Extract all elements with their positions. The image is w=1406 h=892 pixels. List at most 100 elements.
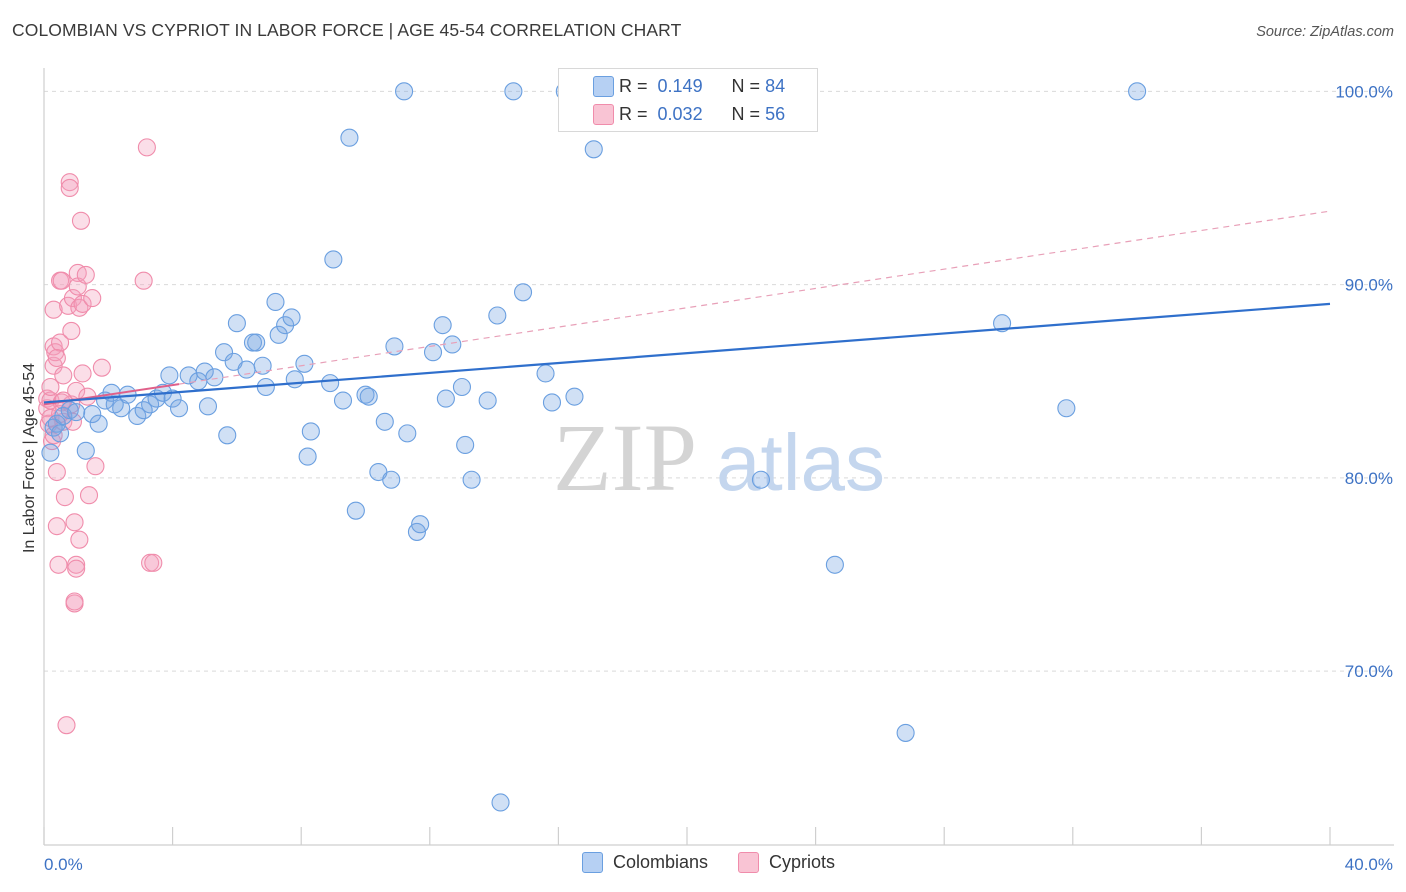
cypriots-point	[70, 530, 89, 549]
colombians-point	[1057, 399, 1076, 418]
cypriots-point	[65, 513, 84, 532]
colombians-point	[198, 397, 218, 416]
colombians-point	[205, 368, 224, 387]
cypriots-point	[60, 178, 79, 197]
colombians-point	[513, 283, 533, 302]
colombians-point	[452, 377, 472, 397]
y-tick-label: 90.0%	[1345, 276, 1393, 295]
cypriots-point	[44, 300, 63, 319]
colombians-point	[411, 515, 430, 534]
gridlines	[44, 90, 1394, 672]
colombians-point	[218, 426, 237, 445]
colombians-point	[269, 325, 288, 344]
legend-row-colombians: R = 0.149 N = 84	[593, 73, 786, 99]
legend-row-cypriots: R = 0.032 N = 56	[593, 101, 785, 127]
colombians-point	[160, 366, 179, 385]
legend-n-label: N =	[731, 75, 761, 96]
axes	[43, 68, 1394, 846]
colombians-point	[584, 140, 603, 159]
cypriots-point	[47, 517, 66, 536]
colombians-point	[41, 443, 60, 462]
colombians-point	[163, 389, 182, 408]
colombians-point	[105, 395, 124, 414]
cypriots-point	[47, 462, 66, 482]
colombians-point	[227, 314, 246, 333]
cypriots-point	[79, 486, 99, 505]
cypriots-point	[57, 716, 76, 735]
y-tick-label: 100.0%	[1335, 82, 1393, 101]
colombians-point	[301, 422, 320, 441]
cypriots-point	[137, 138, 156, 157]
cypriots-point	[83, 289, 102, 308]
chart-title: COLOMBIAN VS CYPRIOT IN LABOR FORCE | AG…	[12, 20, 682, 40]
bottom-legend: Colombians Cypriots	[582, 852, 865, 873]
colombians-point	[169, 399, 189, 418]
x-tick-label: 0.0%	[44, 855, 83, 874]
cypriots-point	[51, 333, 70, 352]
colombians-point	[321, 374, 340, 393]
cypriots-point	[67, 559, 86, 578]
legend-n-label: N =	[731, 103, 761, 124]
colombians-point	[266, 292, 285, 312]
bottom-legend-colombians: Colombians	[582, 852, 708, 873]
colombians-point	[436, 389, 455, 408]
legend-r-label: R =	[619, 103, 648, 124]
source-label: Source: ZipAtlas.com	[1256, 24, 1394, 40]
colombians-point	[565, 387, 584, 406]
colombians-point	[488, 306, 507, 325]
cypriots-point	[76, 265, 95, 284]
colombians-point	[395, 82, 414, 101]
colombians-swatch	[593, 76, 614, 97]
colombians-point	[346, 501, 365, 520]
legend-r-label: R =	[619, 75, 648, 96]
colombians-point	[333, 391, 353, 410]
cypriots-point	[47, 348, 66, 368]
legend-r-value: 0.149	[657, 75, 703, 96]
legend-r-value: 0.032	[657, 103, 703, 124]
watermark-zip: ZIP	[553, 404, 697, 511]
colombians-point	[443, 335, 462, 354]
colombians-point	[433, 316, 452, 335]
colombians-point	[542, 393, 562, 412]
cypriots-point	[65, 592, 84, 611]
colombians-point	[247, 333, 266, 352]
colombians-point	[456, 435, 475, 455]
cypriots-point	[41, 377, 60, 397]
trend-lines	[43, 210, 1331, 406]
cypriots-swatch	[738, 852, 760, 873]
colombians-point	[423, 343, 443, 362]
cypriots-swatch	[593, 104, 614, 125]
y-tick-label: 70.0%	[1345, 662, 1393, 681]
colombians-point	[993, 314, 1012, 333]
colombians-point	[76, 441, 95, 460]
cypriots-point	[54, 366, 73, 385]
colombians-point	[462, 470, 481, 489]
bottom-legend-label: Cypriots	[769, 852, 836, 872]
cypriots-point	[44, 426, 63, 445]
legend-box: R = 0.149 N = 84 R = 0.032 N = 56	[558, 68, 818, 132]
cypriots-point	[134, 271, 153, 290]
colombians-point	[214, 343, 234, 362]
bottom-legend-cypriots: Cypriots	[738, 852, 835, 873]
colombians-point	[375, 412, 394, 431]
legend-n-value: 84	[765, 75, 786, 96]
cypriots-point	[73, 294, 92, 313]
colombians-point	[1128, 82, 1147, 101]
y-axis-label: In Labor Force | Age 45-54	[21, 363, 38, 553]
colombians-point	[89, 414, 108, 433]
colombians-point	[896, 723, 915, 742]
colombians-point	[356, 385, 375, 404]
cypriots-point	[52, 271, 71, 290]
colombians-point	[536, 364, 555, 383]
cypriots-point	[62, 321, 81, 341]
colombians-point	[237, 360, 256, 379]
colombians-point	[60, 401, 79, 420]
colombians-point	[825, 555, 844, 574]
colombians-point	[324, 250, 343, 269]
colombians-point	[504, 82, 523, 101]
y-tick-label: 80.0%	[1345, 469, 1393, 488]
colombians-point	[298, 447, 317, 466]
cypriots-point	[60, 173, 79, 192]
cypriots-point	[67, 555, 86, 574]
